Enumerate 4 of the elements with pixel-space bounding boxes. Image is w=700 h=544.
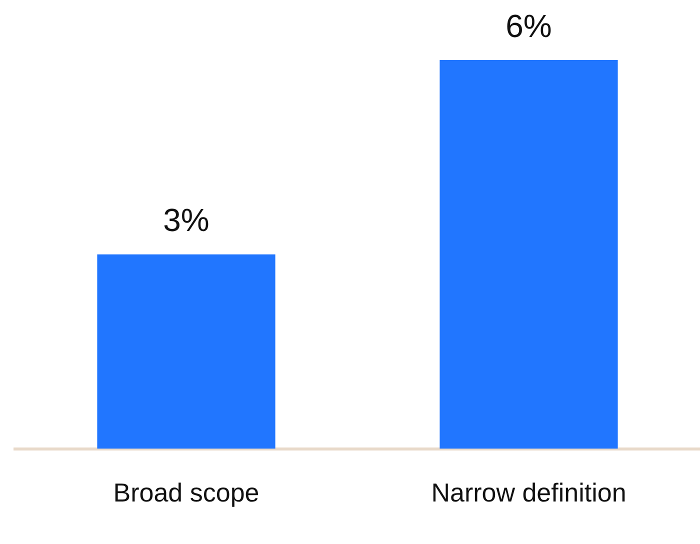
data-label: 3% — [163, 202, 210, 238]
x-tick-label: Narrow definition — [431, 478, 626, 508]
x-tick-label: Broad scope — [113, 478, 260, 508]
data-label: 6% — [506, 8, 552, 44]
